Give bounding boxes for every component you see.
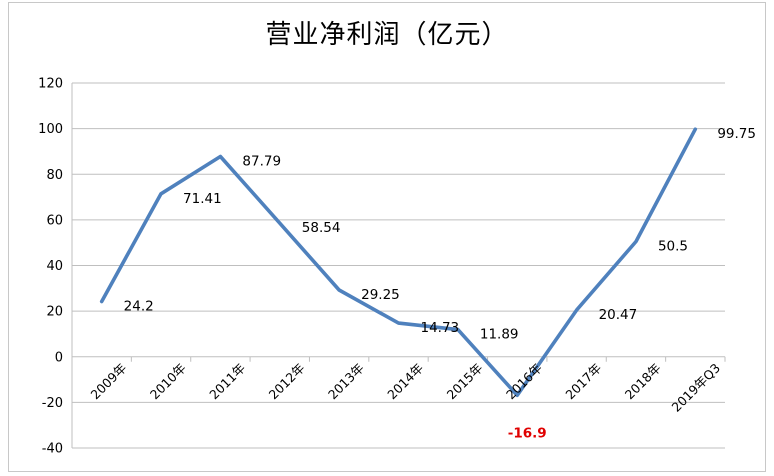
- y-tick-label: 40: [46, 259, 63, 274]
- category-label: 2019年Q3: [669, 360, 724, 415]
- y-tick-label: -20: [42, 396, 63, 411]
- category-label: 2010年: [147, 360, 189, 402]
- category-label: 2014年: [384, 360, 426, 402]
- y-tick-label: -40: [42, 442, 63, 457]
- category-label: 2015年: [444, 360, 486, 402]
- y-tick-label: 120: [38, 77, 63, 92]
- y-tick-label: 0: [55, 350, 63, 365]
- data-label: -16.9: [508, 425, 547, 441]
- category-label: 2017年: [562, 360, 604, 402]
- y-tick-label: 60: [46, 213, 63, 228]
- category-label: 2011年: [206, 360, 248, 402]
- data-label: 50.5: [658, 239, 688, 255]
- data-label: 99.75: [717, 126, 756, 142]
- y-tick-label: 80: [46, 168, 63, 183]
- data-label: 20.47: [599, 307, 638, 323]
- data-label: 11.89: [480, 327, 519, 343]
- series-line: [99, 127, 698, 398]
- category-label: 2018年: [622, 360, 664, 402]
- chart-title: 营业净利润（亿元）: [265, 20, 509, 50]
- category-label: 2009年: [88, 360, 130, 402]
- data-label: 29.25: [361, 287, 400, 303]
- data-label: 87.79: [242, 153, 281, 169]
- category-label: 2013年: [325, 360, 367, 402]
- y-tick-label: 100: [38, 122, 63, 137]
- y-tick-label: 20: [46, 305, 63, 320]
- data-label: 14.73: [421, 320, 460, 336]
- category-label: 2012年: [266, 360, 308, 402]
- category-label: 2016年: [503, 360, 545, 402]
- data-label: 24.2: [124, 299, 154, 315]
- data-label: 58.54: [302, 220, 341, 236]
- data-label: 71.41: [183, 191, 222, 207]
